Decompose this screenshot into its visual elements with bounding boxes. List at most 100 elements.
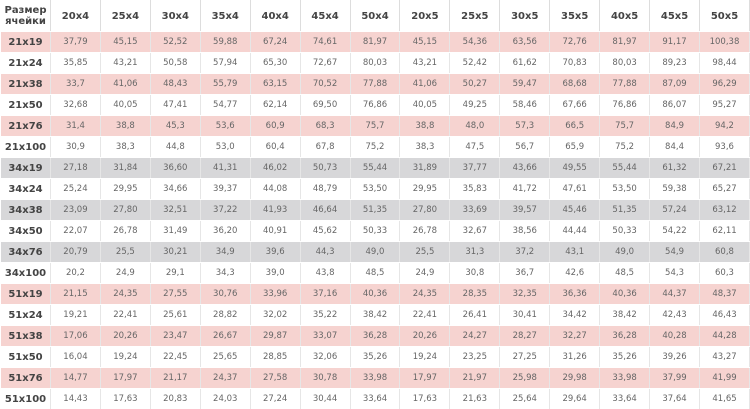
row-label: 51x38 (0, 325, 51, 347)
table-cell: 44,37 (649, 283, 700, 305)
table-cell: 38,3 (99, 136, 151, 158)
table-row: 51x100 14,43 17,63 20,83 24,03 27,24 30,44 33,6… (0, 388, 750, 409)
table-cell: 50,33 (349, 220, 401, 242)
table-cell: 67,66 (549, 94, 601, 116)
table-cell: 27,18 (50, 157, 101, 179)
table-cell: 62,14 (249, 94, 301, 116)
row-label: 51x24 (0, 304, 51, 326)
table-cell: 16,04 (50, 346, 101, 368)
table-cell: 33,64 (349, 388, 401, 409)
header-cell: 20x4 (50, 0, 101, 32)
table-cell: 45,15 (99, 31, 151, 53)
table-cell: 53,6 (199, 115, 251, 137)
table-cell: 63,15 (249, 73, 301, 95)
table-cell: 17,97 (399, 367, 451, 389)
table-cell: 59,88 (199, 31, 251, 53)
header-cell: 40x5 (599, 0, 651, 32)
table-cell: 33,69 (449, 199, 501, 221)
table-cell: 40,05 (99, 94, 151, 116)
table-cell: 55,44 (349, 157, 401, 179)
header-cell: 20x5 (399, 0, 451, 32)
table-cell: 55,79 (199, 73, 251, 95)
table-cell: 33,98 (599, 367, 651, 389)
header-cell: Размер ячейки (0, 0, 51, 32)
table-row: 21x76 31,4 38,8 45,3 53,6 60,9 68,3 75,7 38,8 48,… (0, 115, 750, 137)
table-cell: 27,24 (249, 388, 301, 409)
table-cell: 20,83 (149, 388, 201, 409)
table-cell: 20,26 (399, 325, 451, 347)
table-cell: 54,77 (199, 94, 251, 116)
header-cell: 50x5 (698, 0, 750, 32)
table-cell: 54,3 (649, 262, 700, 284)
table-cell: 49,25 (449, 94, 501, 116)
table-cell: 36,28 (599, 325, 651, 347)
table-cell: 30,9 (50, 136, 101, 158)
table-cell: 34,66 (149, 178, 201, 200)
table-cell: 22,41 (99, 304, 151, 326)
table-row: 51x19 21,15 24,35 27,55 30,76 33,96 37,16 40,36… (0, 283, 750, 305)
header-cell: 50x4 (349, 0, 401, 32)
table-cell: 36,7 (499, 262, 551, 284)
table-cell: 29,1 (149, 262, 201, 284)
table-header: Размер ячейки 20x4 25x4 30x4 35x4 40x4 45x4 50x… (0, 0, 750, 32)
table-row: 34x24 25,24 29,95 34,66 39,37 44,08 48,79 53,50… (0, 178, 750, 200)
table-cell: 86,07 (649, 94, 700, 116)
table-cell: 30,21 (149, 241, 201, 263)
table-cell: 50,73 (299, 157, 351, 179)
table-cell: 24,9 (99, 262, 151, 284)
table-row: 21x24 35,85 43,21 50,58 57,94 65,30 72,67 80,03… (0, 52, 750, 74)
table-cell: 68,3 (299, 115, 351, 137)
table-cell: 95,27 (698, 94, 750, 116)
table-cell: 44,44 (549, 220, 601, 242)
table-row: 34x50 22,07 26,78 31,49 36,20 40,91 45,62 50,33… (0, 220, 750, 242)
table-cell: 100,38 (698, 31, 750, 53)
table-cell: 68,68 (549, 73, 601, 95)
table-cell: 39,26 (649, 346, 700, 368)
table-cell: 37,77 (449, 157, 501, 179)
table-cell: 62,11 (698, 220, 750, 242)
table-cell: 22,07 (50, 220, 101, 242)
table-cell: 53,0 (199, 136, 251, 158)
table-cell: 36,20 (199, 220, 251, 242)
table-cell: 76,86 (349, 94, 401, 116)
table-cell: 20,26 (99, 325, 151, 347)
table-cell: 41,06 (399, 73, 451, 95)
table-cell: 37,2 (499, 241, 551, 263)
table-cell: 69,50 (299, 94, 351, 116)
table-cell: 84,4 (649, 136, 700, 158)
table-cell: 42,6 (549, 262, 601, 284)
table-cell: 39,6 (249, 241, 301, 263)
table-cell: 26,78 (399, 220, 451, 242)
table-cell: 48,79 (299, 178, 351, 200)
table-cell: 53,50 (349, 178, 401, 200)
table-cell: 31,84 (99, 157, 151, 179)
table-cell: 67,8 (299, 136, 351, 158)
table-cell: 20,2 (50, 262, 101, 284)
table-row: 51x24 19,21 22,41 25,61 28,82 32,02 35,22 38,42… (0, 304, 750, 326)
table-cell: 41,93 (249, 199, 301, 221)
header-cell: 35x4 (199, 0, 251, 32)
table-cell: 43,66 (499, 157, 551, 179)
table-cell: 24,37 (199, 367, 251, 389)
table-cell: 44,28 (698, 325, 750, 347)
table-cell: 94,2 (698, 115, 750, 137)
table-cell: 52,42 (449, 52, 501, 74)
table-cell: 57,3 (499, 115, 551, 137)
table-cell: 32,06 (299, 346, 351, 368)
table-cell: 22,41 (399, 304, 451, 326)
table-cell: 60,3 (698, 262, 750, 284)
table-cell: 46,64 (299, 199, 351, 221)
table-cell: 38,42 (599, 304, 651, 326)
table-cell: 72,76 (549, 31, 601, 53)
table-cell: 63,12 (698, 199, 750, 221)
table-cell: 70,83 (549, 52, 601, 74)
table-row: 21x19 37,79 45,15 52,52 59,88 67,24 74,61 81,97… (0, 31, 750, 53)
table-cell: 60,8 (698, 241, 750, 263)
table-cell: 47,5 (449, 136, 501, 158)
table-cell: 40,28 (649, 325, 700, 347)
table-cell: 41,31 (199, 157, 251, 179)
table-cell: 21,97 (449, 367, 501, 389)
table-cell: 91,17 (649, 31, 700, 53)
table-cell: 55,44 (599, 157, 651, 179)
